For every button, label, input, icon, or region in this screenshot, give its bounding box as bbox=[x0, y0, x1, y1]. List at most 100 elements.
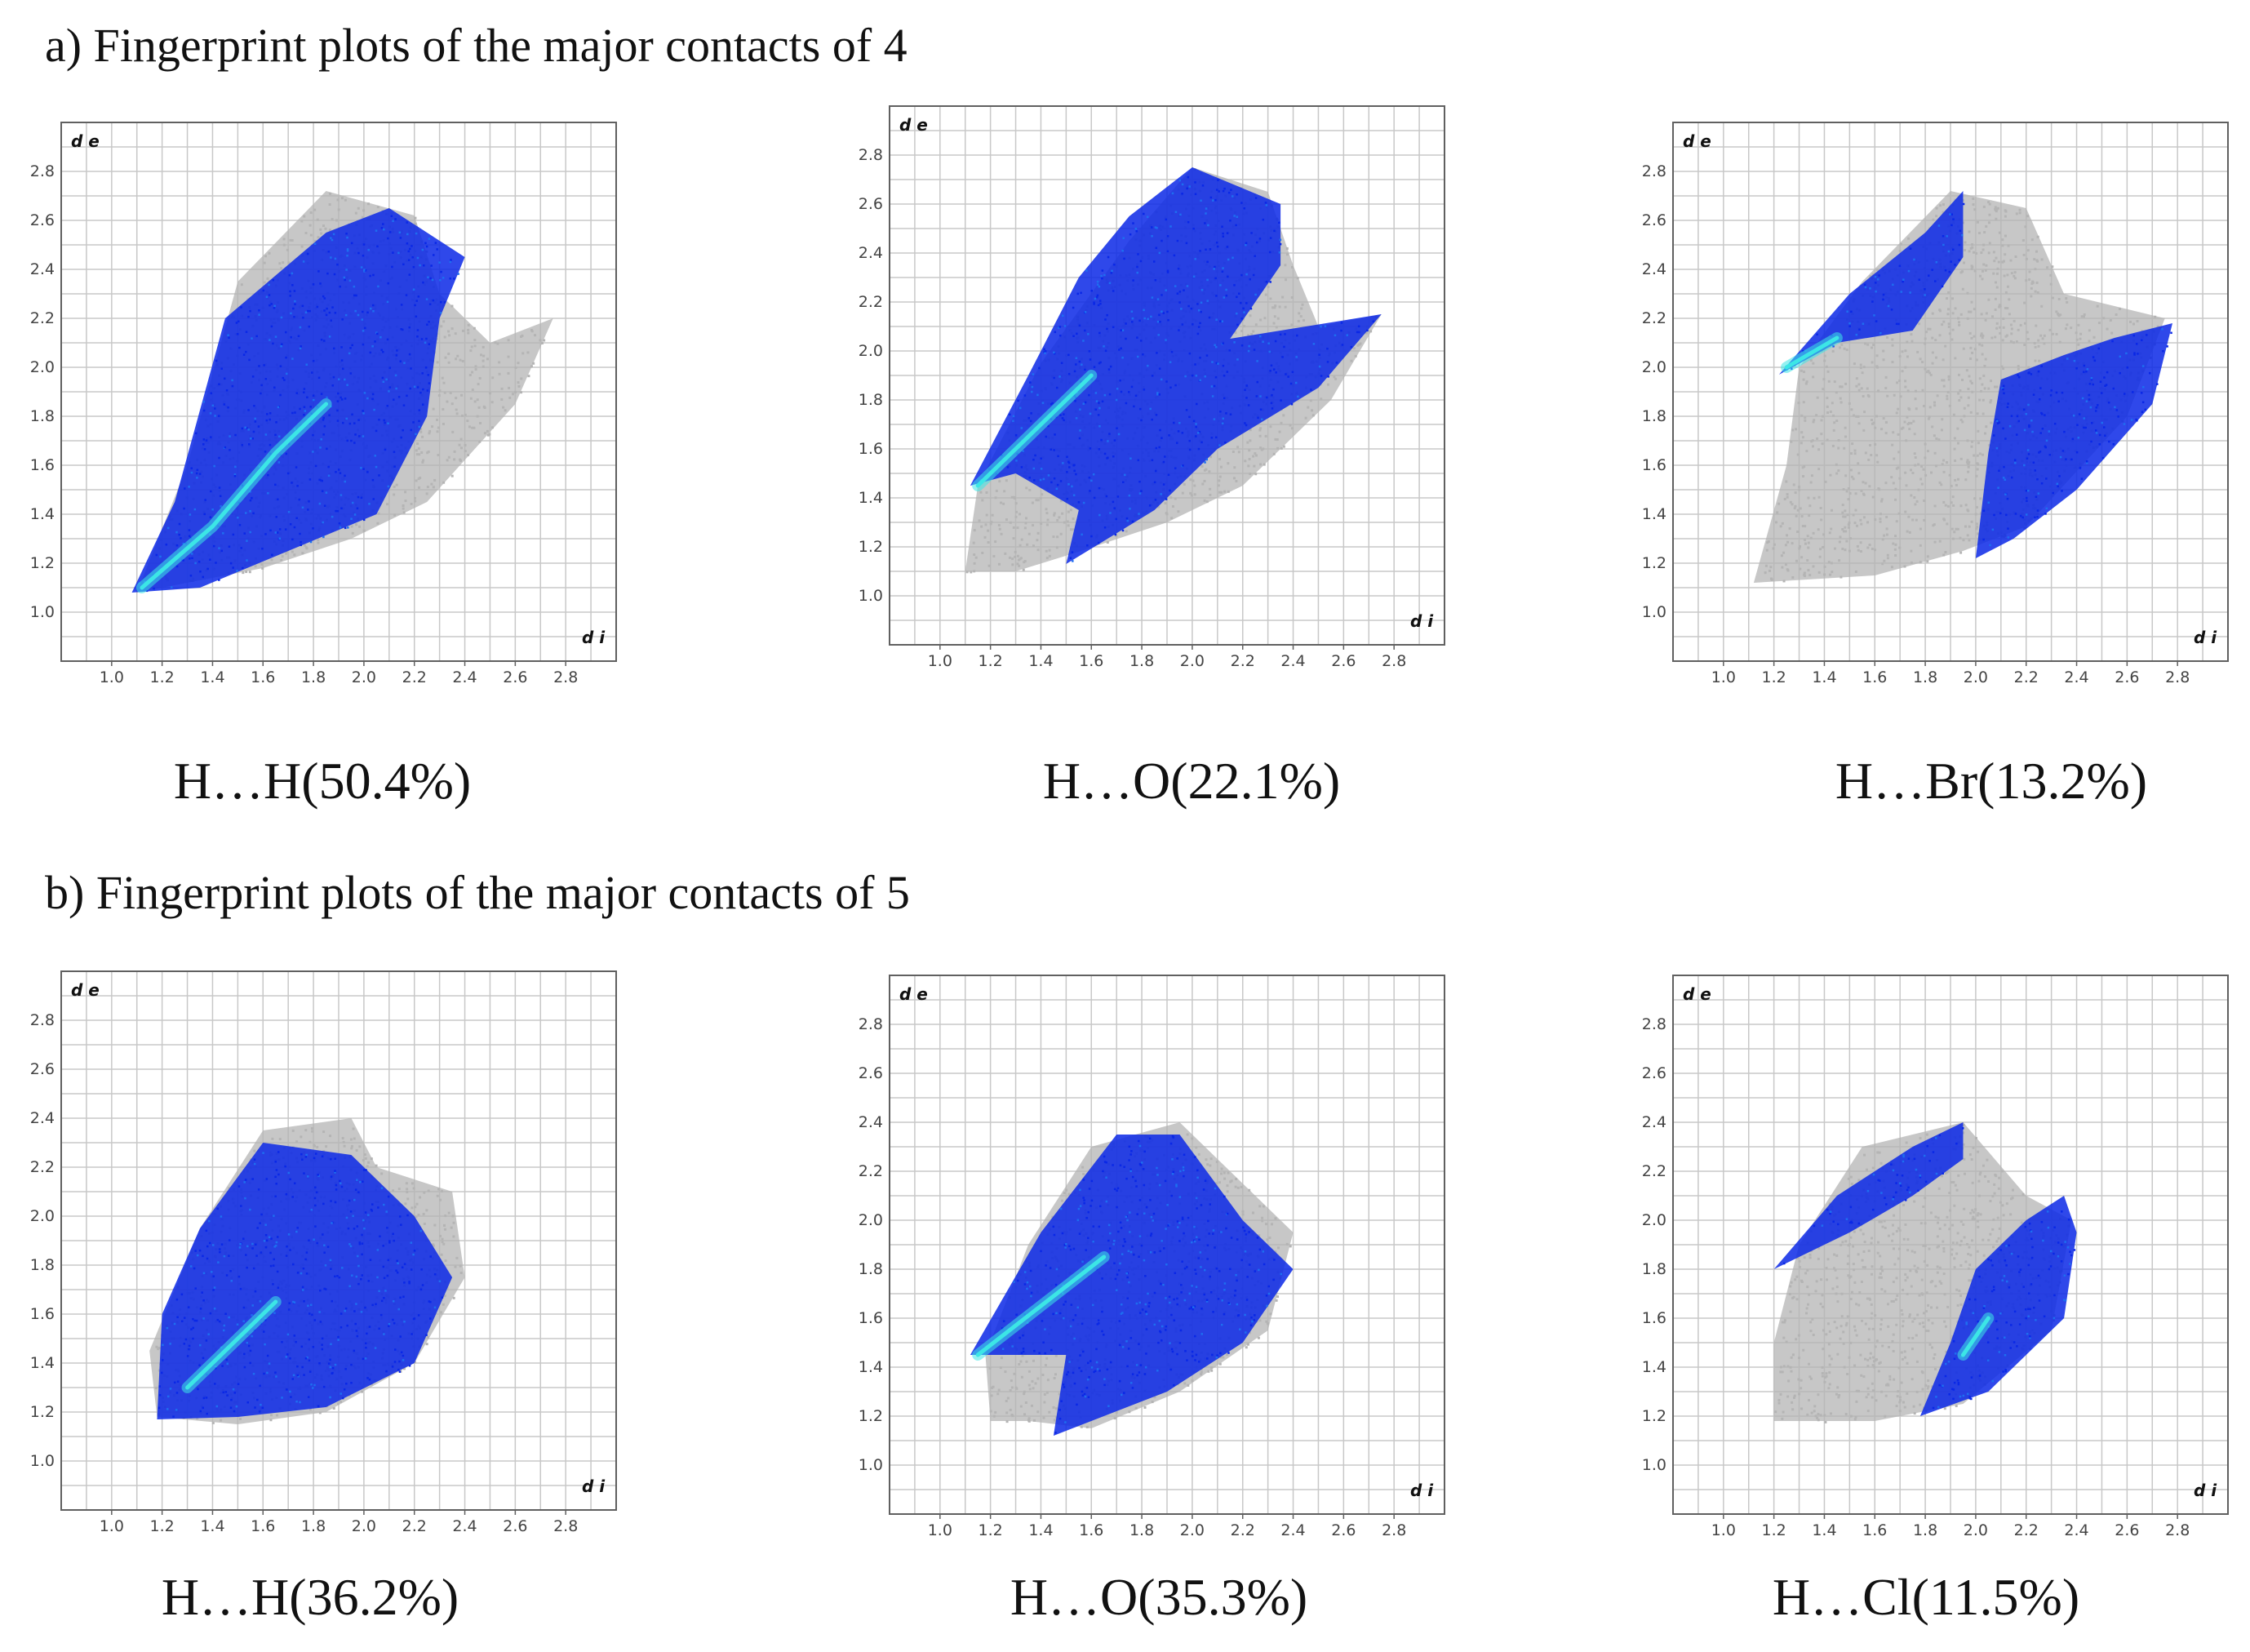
blue-point bbox=[2123, 393, 2126, 395]
blue-point bbox=[1066, 471, 1068, 473]
blue-point bbox=[1098, 362, 1101, 365]
blue-point bbox=[1199, 322, 1201, 325]
x-axis-label: d i bbox=[1410, 611, 1434, 631]
blue-point bbox=[409, 387, 412, 390]
blue-point bbox=[2030, 420, 2033, 422]
blue-point bbox=[1875, 290, 1877, 293]
blue-point bbox=[1138, 319, 1141, 322]
blue-point bbox=[387, 237, 389, 240]
blue-point bbox=[1931, 269, 1933, 271]
blue-point bbox=[1240, 344, 1244, 347]
blue-point bbox=[280, 316, 283, 319]
blue-point bbox=[1137, 459, 1140, 462]
y-tick-label: 2.4 bbox=[1642, 260, 1666, 278]
y-tick-label: 1.8 bbox=[859, 391, 883, 409]
blue-point bbox=[273, 307, 276, 309]
blue-point bbox=[311, 371, 313, 374]
blue-point bbox=[353, 285, 356, 288]
blue-point bbox=[398, 231, 402, 234]
blue-point bbox=[1228, 349, 1231, 352]
blue-point bbox=[1084, 329, 1086, 332]
blue-point bbox=[2112, 442, 2115, 446]
blue-point bbox=[407, 250, 411, 253]
blue-point bbox=[397, 251, 400, 255]
blue-point bbox=[286, 472, 290, 475]
blue-point bbox=[2170, 331, 2172, 335]
blue-point bbox=[258, 365, 260, 367]
blue-point bbox=[298, 498, 301, 501]
blue-point bbox=[229, 435, 231, 437]
blue-point bbox=[279, 365, 282, 367]
blue-point bbox=[374, 340, 376, 343]
y-tick-label: 1.8 bbox=[30, 407, 55, 425]
blue-point bbox=[353, 513, 357, 516]
blue-point bbox=[1195, 435, 1197, 437]
blue-point bbox=[373, 408, 375, 411]
blue-point bbox=[2075, 367, 2078, 370]
blue-point bbox=[276, 531, 279, 534]
blue-point bbox=[197, 561, 201, 563]
blue-point bbox=[227, 334, 229, 336]
blue-point bbox=[218, 415, 220, 417]
blue-point bbox=[1132, 279, 1134, 282]
blue-point bbox=[326, 447, 328, 451]
blue-point bbox=[314, 464, 317, 468]
blue-point bbox=[331, 238, 334, 242]
blue-point bbox=[312, 394, 315, 397]
blue-point bbox=[2133, 352, 2136, 354]
blue-point bbox=[1876, 278, 1879, 281]
blue-point bbox=[1340, 329, 1342, 332]
blue-point bbox=[1909, 291, 1911, 294]
blue-point bbox=[1012, 420, 1014, 423]
blue-point bbox=[294, 411, 296, 414]
blue-point bbox=[1059, 414, 1062, 416]
blue-point bbox=[1113, 263, 1116, 266]
blue-point bbox=[1122, 237, 1125, 239]
blue-point bbox=[1072, 560, 1074, 562]
blue-point bbox=[2095, 432, 2098, 434]
blue-point bbox=[1036, 393, 1039, 397]
blue-point bbox=[326, 272, 329, 275]
blue-point bbox=[1372, 320, 1375, 323]
blue-point bbox=[2077, 437, 2080, 439]
blue-point bbox=[1103, 452, 1107, 455]
blue-point bbox=[1210, 385, 1214, 388]
blue-point bbox=[1992, 434, 1995, 437]
blue-point bbox=[318, 478, 321, 482]
x-tick-label: 1.6 bbox=[1862, 668, 1887, 686]
blue-point bbox=[291, 538, 294, 541]
blue-point bbox=[1249, 278, 1251, 281]
blue-point bbox=[366, 397, 369, 400]
blue-point bbox=[2085, 400, 2088, 402]
blue-point bbox=[277, 406, 280, 409]
blue-point bbox=[214, 407, 216, 410]
y-tick-label: 1.0 bbox=[30, 603, 55, 621]
blue-point bbox=[1236, 323, 1239, 326]
blue-points bbox=[1975, 323, 2172, 558]
blue-point bbox=[1864, 286, 1867, 289]
blue-point bbox=[1240, 202, 1243, 204]
blue-point bbox=[302, 316, 304, 319]
blue-point bbox=[1121, 529, 1125, 532]
blue-point bbox=[1114, 533, 1117, 536]
blue-point bbox=[2014, 461, 2017, 464]
blue-point bbox=[340, 346, 343, 349]
blue-point bbox=[330, 319, 332, 322]
blue-point bbox=[241, 443, 244, 446]
blue-point bbox=[1224, 441, 1227, 444]
blue-point bbox=[1075, 473, 1077, 476]
blue-point bbox=[1117, 433, 1121, 436]
blue-point bbox=[336, 263, 339, 266]
blue-point bbox=[243, 532, 246, 535]
blue-point bbox=[1044, 352, 1046, 354]
blue-point bbox=[364, 326, 366, 330]
x-tick-label: 1.6 bbox=[1079, 652, 1103, 670]
blue-point bbox=[219, 495, 222, 498]
blue-point bbox=[413, 385, 416, 389]
blue-point bbox=[307, 309, 309, 313]
blue-point bbox=[189, 575, 193, 577]
blue-point bbox=[268, 339, 271, 341]
blue-point bbox=[1221, 270, 1224, 273]
blue-point bbox=[1255, 395, 1258, 397]
blue-point bbox=[245, 331, 248, 333]
